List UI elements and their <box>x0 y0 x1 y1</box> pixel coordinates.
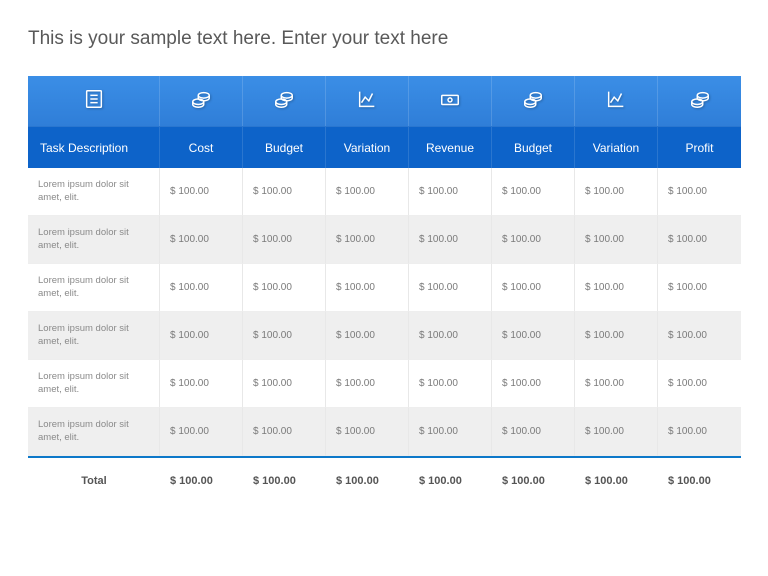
table-row: Lorem ipsum dolor sit amet, elit. $ 100.… <box>28 216 741 264</box>
total-label: Total <box>28 456 160 504</box>
cell-value: $ 100.00 <box>243 168 326 216</box>
col-header: Variation <box>575 126 658 168</box>
slide-title: This is your sample text here. Enter you… <box>28 28 740 50</box>
header-icon-cell <box>243 76 326 126</box>
header-icon-row <box>28 76 741 126</box>
header-icon-cell <box>492 76 575 126</box>
cell-value: $ 100.00 <box>492 264 575 312</box>
col-header: Variation <box>326 126 409 168</box>
cell-value: $ 100.00 <box>492 216 575 264</box>
cell-value: $ 100.00 <box>575 312 658 360</box>
cell-value: $ 100.00 <box>243 360 326 408</box>
header-icon-cell <box>575 76 658 126</box>
col-header: Budget <box>243 126 326 168</box>
cell-value: $ 100.00 <box>160 312 243 360</box>
cash-icon <box>439 88 461 110</box>
cell-value: $ 100.00 <box>492 360 575 408</box>
cell-desc: Lorem ipsum dolor sit amet, elit. <box>28 168 160 216</box>
total-value: $ 100.00 <box>243 456 326 504</box>
cell-value: $ 100.00 <box>492 312 575 360</box>
table-row: Lorem ipsum dolor sit amet, elit. $ 100.… <box>28 408 741 456</box>
cell-value: $ 100.00 <box>575 216 658 264</box>
table-row: Lorem ipsum dolor sit amet, elit. $ 100.… <box>28 360 741 408</box>
table-row: Lorem ipsum dolor sit amet, elit. $ 100.… <box>28 312 741 360</box>
cell-value: $ 100.00 <box>160 264 243 312</box>
total-value: $ 100.00 <box>492 456 575 504</box>
cell-value: $ 100.00 <box>658 216 741 264</box>
cell-value: $ 100.00 <box>575 408 658 456</box>
coins-icon <box>190 88 212 110</box>
header-icon-cell <box>160 76 243 126</box>
cell-value: $ 100.00 <box>160 168 243 216</box>
table-row: Lorem ipsum dolor sit amet, elit. $ 100.… <box>28 168 741 216</box>
cell-value: $ 100.00 <box>160 408 243 456</box>
cell-value: $ 100.00 <box>409 408 492 456</box>
budget-table: Task Description Cost Budget Variation R… <box>28 76 741 504</box>
list-icon <box>83 88 105 110</box>
cell-value: $ 100.00 <box>658 264 741 312</box>
cell-desc: Lorem ipsum dolor sit amet, elit. <box>28 264 160 312</box>
cell-value: $ 100.00 <box>575 360 658 408</box>
col-header: Budget <box>492 126 575 168</box>
cell-value: $ 100.00 <box>658 168 741 216</box>
cell-value: $ 100.00 <box>326 360 409 408</box>
total-value: $ 100.00 <box>575 456 658 504</box>
cell-value: $ 100.00 <box>243 312 326 360</box>
cell-value: $ 100.00 <box>409 264 492 312</box>
cell-value: $ 100.00 <box>326 168 409 216</box>
total-row: Total $ 100.00 $ 100.00 $ 100.00 $ 100.0… <box>28 456 741 504</box>
total-value: $ 100.00 <box>409 456 492 504</box>
header-icon-cell <box>28 76 160 126</box>
cell-value: $ 100.00 <box>409 360 492 408</box>
cell-value: $ 100.00 <box>658 408 741 456</box>
col-header: Revenue <box>409 126 492 168</box>
cell-value: $ 100.00 <box>409 216 492 264</box>
cell-value: $ 100.00 <box>326 312 409 360</box>
total-value: $ 100.00 <box>658 456 741 504</box>
header-label-row: Task Description Cost Budget Variation R… <box>28 126 741 168</box>
coins-icon <box>273 88 295 110</box>
total-value: $ 100.00 <box>326 456 409 504</box>
table-row: Lorem ipsum dolor sit amet, elit. $ 100.… <box>28 264 741 312</box>
coins-icon <box>689 88 711 110</box>
cell-value: $ 100.00 <box>326 408 409 456</box>
col-header: Task Description <box>28 126 160 168</box>
cell-value: $ 100.00 <box>326 264 409 312</box>
header-icon-cell <box>658 76 741 126</box>
cell-desc: Lorem ipsum dolor sit amet, elit. <box>28 216 160 264</box>
cell-value: $ 100.00 <box>575 264 658 312</box>
cell-value: $ 100.00 <box>243 408 326 456</box>
cell-value: $ 100.00 <box>409 168 492 216</box>
cell-value: $ 100.00 <box>658 312 741 360</box>
col-header: Cost <box>160 126 243 168</box>
cell-desc: Lorem ipsum dolor sit amet, elit. <box>28 360 160 408</box>
cell-desc: Lorem ipsum dolor sit amet, elit. <box>28 408 160 456</box>
cell-value: $ 100.00 <box>658 360 741 408</box>
total-value: $ 100.00 <box>160 456 243 504</box>
cell-value: $ 100.00 <box>243 216 326 264</box>
cell-value: $ 100.00 <box>243 264 326 312</box>
chart-icon <box>356 88 378 110</box>
cell-value: $ 100.00 <box>575 168 658 216</box>
header-icon-cell <box>326 76 409 126</box>
cell-value: $ 100.00 <box>160 216 243 264</box>
cell-desc: Lorem ipsum dolor sit amet, elit. <box>28 312 160 360</box>
cell-value: $ 100.00 <box>160 360 243 408</box>
cell-value: $ 100.00 <box>326 216 409 264</box>
coins-icon <box>522 88 544 110</box>
cell-value: $ 100.00 <box>409 312 492 360</box>
chart-icon <box>605 88 627 110</box>
cell-value: $ 100.00 <box>492 408 575 456</box>
cell-value: $ 100.00 <box>492 168 575 216</box>
header-icon-cell <box>409 76 492 126</box>
col-header: Profit <box>658 126 741 168</box>
